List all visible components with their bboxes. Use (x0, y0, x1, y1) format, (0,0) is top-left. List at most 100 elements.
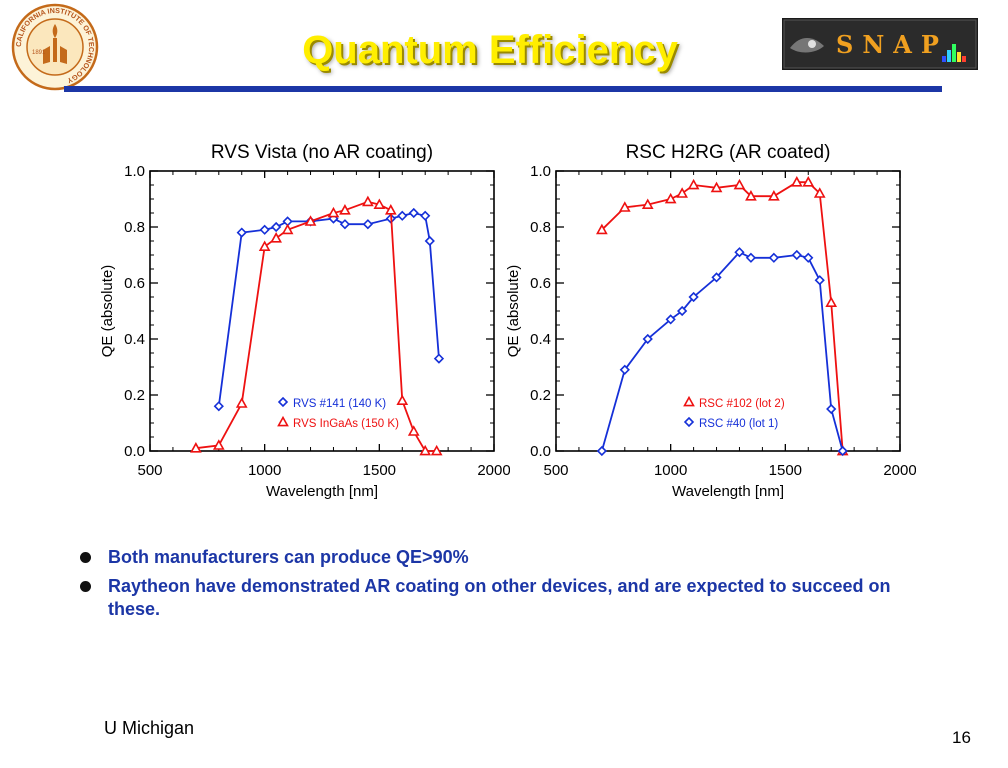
data-point-diamond (677, 305, 688, 317)
data-point-triangle (813, 187, 826, 198)
chart-title: RSC H2RG (AR coated) (626, 142, 831, 163)
x-tick-label: 1500 (363, 462, 396, 479)
data-point-triangle (802, 176, 815, 187)
data-point-triangle (339, 204, 351, 215)
data-point-triangle (304, 215, 317, 226)
data-point-triangle (419, 444, 432, 456)
data-point-triangle (641, 198, 654, 209)
y-tick-label: 0.0 (530, 443, 551, 460)
x-tick-label: 1000 (248, 462, 281, 479)
data-point-triangle (790, 176, 803, 187)
data-point-diamond (271, 221, 282, 233)
data-point-diamond (791, 249, 802, 261)
data-point-diamond (814, 275, 825, 286)
x-tick-label: 2000 (477, 462, 510, 479)
seal-year: 1891 (32, 50, 46, 56)
data-point-triangle (596, 223, 608, 235)
data-point-diamond (420, 210, 431, 221)
data-point-diamond (397, 210, 408, 221)
data-point-diamond (803, 252, 814, 263)
data-point-triangle (733, 178, 746, 190)
data-point-triangle (270, 232, 282, 243)
slide-title: Quantum Efficiency (302, 28, 678, 72)
x-tick-label: 2000 (883, 462, 916, 479)
data-point-triangle (212, 439, 225, 450)
data-point-triangle (664, 192, 677, 204)
data-point-diamond (259, 224, 270, 235)
y-tick-label: 1.0 (530, 163, 551, 180)
data-point-triangle (407, 425, 420, 436)
legend-label: RVS InGaAs (150 K) (293, 418, 399, 430)
title-divider (64, 86, 942, 92)
data-point-triangle (430, 444, 443, 456)
page-number: 16 (952, 728, 971, 747)
legend-marker (683, 416, 695, 428)
legend-marker (683, 395, 695, 407)
legend-label: RVS #141 (140 K) (293, 398, 386, 410)
data-point-diamond (711, 272, 722, 283)
chart-title: RVS Vista (no AR coating) (211, 142, 433, 163)
data-point-triangle (687, 178, 700, 190)
data-point-diamond (665, 314, 676, 325)
x-tick-label: 500 (137, 462, 162, 479)
data-point-triangle (618, 201, 631, 212)
data-point-triangle (373, 198, 386, 209)
data-point-triangle (825, 296, 838, 307)
data-point-diamond (596, 445, 607, 457)
y-tick-label: 0.6 (530, 275, 551, 292)
bullet-dot-icon (80, 581, 91, 592)
series-line (195, 200, 437, 452)
bullet-dot-icon (80, 552, 91, 563)
data-point-diamond (408, 207, 419, 219)
data-point-triangle (235, 397, 248, 408)
x-tick-label: 1500 (769, 462, 802, 479)
bullet-text: Raytheon have demonstrated AR coating on… (108, 576, 891, 619)
series-line (217, 212, 440, 407)
data-point-triangle (396, 394, 409, 405)
data-point-diamond (745, 252, 757, 263)
series-line (601, 181, 844, 452)
snap-logo-icon: SNAP (782, 18, 978, 70)
data-point-diamond (642, 333, 653, 345)
data-point-triangle (327, 206, 340, 218)
data-point-triangle (384, 204, 397, 215)
data-point-diamond (213, 401, 224, 412)
data-point-diamond (362, 219, 373, 230)
data-point-triangle (768, 190, 780, 201)
y-tick-label: 0.6 (124, 275, 145, 292)
y-axis-label: QE (absolute) (506, 265, 522, 358)
data-point-triangle (745, 190, 757, 201)
bullet-list: Both manufacturers can produce QE>90% Ra… (80, 546, 940, 627)
x-tick-label: 1000 (654, 462, 687, 479)
data-point-diamond (424, 235, 435, 247)
bullet-item: Both manufacturers can produce QE>90% (80, 546, 940, 569)
data-point-diamond (768, 252, 779, 263)
y-tick-label: 0.4 (530, 331, 551, 348)
data-point-diamond (734, 247, 745, 258)
data-point-diamond (236, 227, 247, 238)
footer-affiliation: U Michigan (104, 718, 195, 738)
legend-label: RSC #102 (lot 2) (699, 398, 785, 410)
bullet-text: Both manufacturers can produce QE>90% (108, 547, 469, 567)
data-point-triangle (281, 223, 294, 235)
y-tick-label: 1.0 (124, 163, 145, 180)
y-tick-label: 0.2 (530, 387, 551, 404)
bullet-item: Raytheon have demonstrated AR coating on… (80, 575, 940, 621)
y-axis-label: QE (absolute) (100, 265, 116, 358)
x-tick-label: 500 (543, 462, 568, 479)
data-point-triangle (190, 442, 202, 453)
data-point-triangle (258, 240, 271, 251)
legend-marker (277, 415, 289, 427)
y-tick-label: 0.0 (124, 443, 145, 460)
data-point-diamond (339, 219, 351, 230)
data-point-diamond (826, 403, 837, 415)
data-point-diamond (837, 445, 848, 457)
snap-logo-text: SNAP (836, 30, 948, 59)
data-point-diamond (433, 353, 445, 364)
legend-label: RSC #40 (lot 1) (699, 418, 778, 430)
data-point-diamond (619, 364, 630, 375)
x-axis-label: Wavelength [nm] (672, 483, 784, 500)
caltech-seal-icon: CALIFORNIA INSTITUTE OF TECHNOLOGY 1891 (11, 3, 99, 91)
legend-marker (277, 396, 289, 408)
y-tick-label: 0.4 (124, 331, 145, 348)
